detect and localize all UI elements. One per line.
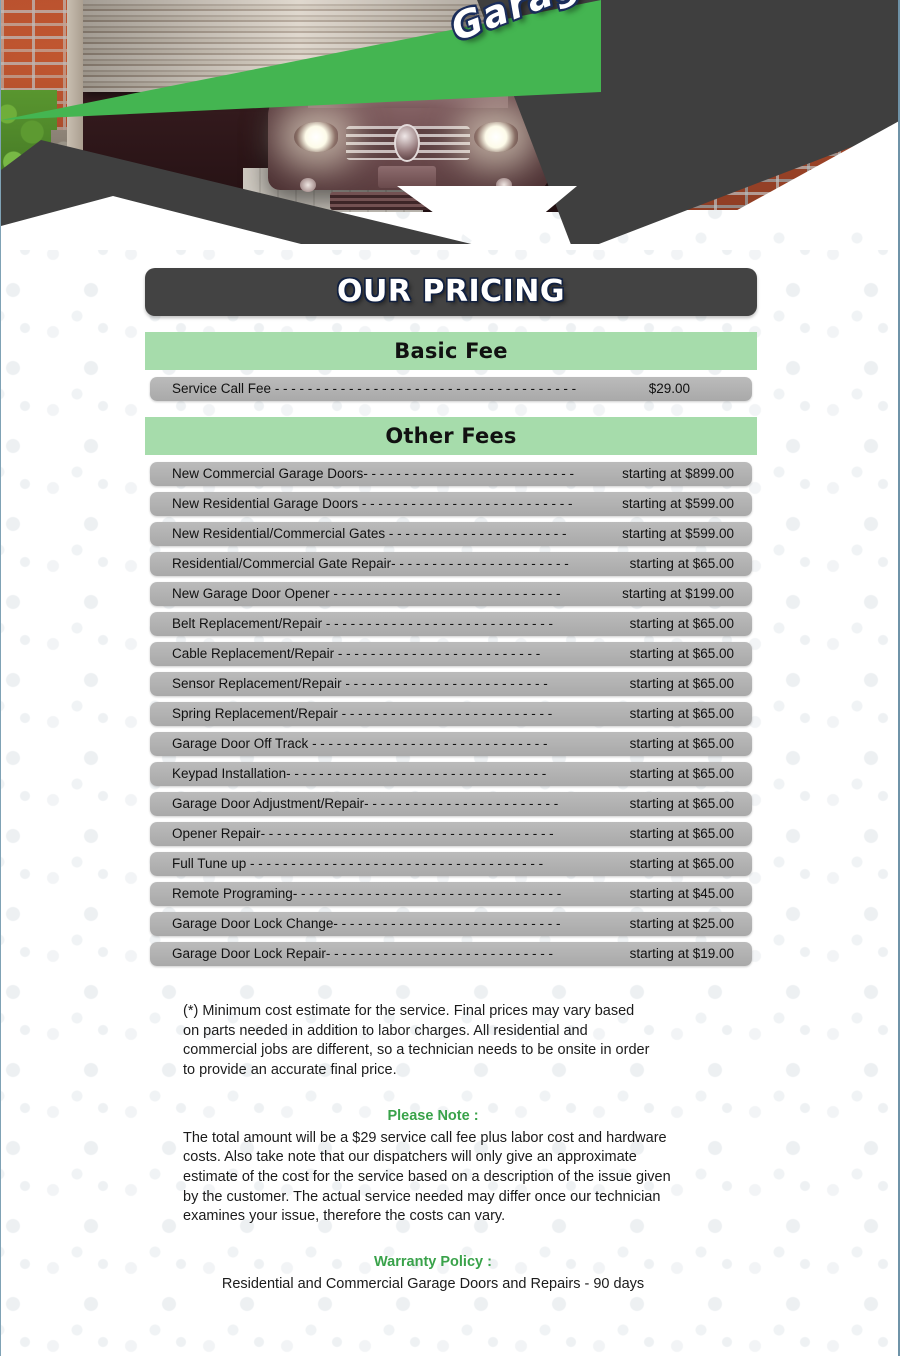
fee-price: $29.00: [648, 381, 690, 396]
fee-price: starting at $199.00: [622, 586, 734, 601]
hero-banner: Garage Door Service: [1, 0, 898, 250]
fee-label: Garage Door Adjustment/Repair- - - - - -…: [172, 796, 559, 811]
fee-row: Residential/Commercial Gate Repair- - - …: [150, 552, 752, 576]
fee-price: starting at $19.00: [629, 946, 734, 961]
headlight-left: [294, 122, 338, 152]
section-heading-basic-fee: Basic Fee: [145, 332, 757, 370]
fee-row: Garage Door Lock Change- - - - - - - - -…: [150, 912, 752, 936]
fee-row: New Garage Door Opener - - - - - - - - -…: [150, 582, 752, 606]
fee-label: Garage Door Lock Change- - - - - - - - -…: [172, 916, 561, 931]
fee-row: Service Call Fee - - - - - - - - - - - -…: [150, 377, 752, 401]
other-fees-list: New Commercial Garage Doors- - - - - - -…: [1, 462, 898, 966]
fee-price: starting at $65.00: [629, 676, 734, 691]
headlight-right: [474, 122, 518, 152]
license-plate: [378, 166, 436, 188]
fee-price: starting at $65.00: [629, 856, 734, 871]
fee-row: Sensor Replacement/Repair - - - - - - - …: [150, 672, 752, 696]
car-emblem: [394, 124, 420, 162]
fee-price: starting at $599.00: [622, 526, 734, 541]
fee-price: starting at $65.00: [629, 646, 734, 661]
fee-price: starting at $25.00: [629, 916, 734, 931]
fee-label: Cable Replacement/Repair - - - - - - - -…: [172, 646, 541, 661]
pricing-content: OUR PRICING Basic Fee Service Call Fee -…: [1, 250, 898, 1295]
fee-row: Belt Replacement/Repair - - - - - - - - …: [150, 612, 752, 636]
warranty-block: Warranty Policy : Residential and Commer…: [183, 1253, 683, 1294]
please-note-body: The total amount will be a $29 service c…: [183, 1129, 671, 1225]
fee-price: starting at $65.00: [629, 706, 734, 721]
fee-label: New Garage Door Opener - - - - - - - - -…: [172, 586, 561, 601]
fee-price: starting at $65.00: [629, 826, 734, 841]
fee-row: Cable Replacement/Repair - - - - - - - -…: [150, 642, 752, 666]
fee-row: New Commercial Garage Doors- - - - - - -…: [150, 462, 752, 486]
fee-row: Garage Door Lock Repair- - - - - - - - -…: [150, 942, 752, 966]
please-note-block: Please Note : The total amount will be a…: [183, 1107, 683, 1227]
fee-row: Keypad Installation- - - - - - - - - - -…: [150, 762, 752, 786]
fee-label: Full Tune up - - - - - - - - - - - - - -…: [172, 856, 544, 871]
fee-price: starting at $65.00: [629, 556, 734, 571]
fee-label: Residential/Commercial Gate Repair- - - …: [172, 556, 569, 571]
fee-row: Spring Replacement/Repair - - - - - - - …: [150, 702, 752, 726]
fee-label: Garage Door Lock Repair- - - - - - - - -…: [172, 946, 553, 961]
fee-label: Service Call Fee - - - - - - - - - - - -…: [172, 381, 577, 396]
fee-label: Garage Door Off Track - - - - - - - - - …: [172, 736, 548, 751]
fee-label: Belt Replacement/Repair - - - - - - - - …: [172, 616, 553, 631]
fee-row: Opener Repair- - - - - - - - - - - - - -…: [150, 822, 752, 846]
fee-label: Sensor Replacement/Repair - - - - - - - …: [172, 676, 548, 691]
fee-label: New Residential Garage Doors - - - - - -…: [172, 496, 573, 511]
fee-row: Full Tune up - - - - - - - - - - - - - -…: [150, 852, 752, 876]
fee-label: Keypad Installation- - - - - - - - - - -…: [172, 766, 547, 781]
fee-price: starting at $65.00: [629, 736, 734, 751]
fee-label: Opener Repair- - - - - - - - - - - - - -…: [172, 826, 554, 841]
notes-section: (*) Minimum cost estimate for the servic…: [183, 1002, 703, 1295]
warranty-body: Residential and Commercial Garage Doors …: [221, 1275, 645, 1292]
fee-price: starting at $599.00: [622, 496, 734, 511]
fee-row: Remote Programing- - - - - - - - - - - -…: [150, 882, 752, 906]
foglight-left: [300, 178, 316, 192]
section-heading-other-fees: Other Fees: [145, 417, 757, 455]
fee-price: starting at $65.00: [629, 766, 734, 781]
fee-price: starting at $65.00: [629, 796, 734, 811]
fee-label: Spring Replacement/Repair - - - - - - - …: [172, 706, 553, 721]
fee-row: New Residential/Commercial Gates - - - -…: [150, 522, 752, 546]
page-title: OUR PRICING: [145, 268, 757, 316]
please-note-title: Please Note :: [387, 1107, 479, 1124]
fee-label: New Residential/Commercial Gates - - - -…: [172, 526, 567, 541]
fee-label: Remote Programing- - - - - - - - - - - -…: [172, 886, 562, 901]
fee-price: starting at $899.00: [622, 466, 734, 481]
fee-row: New Residential Garage Doors - - - - - -…: [150, 492, 752, 516]
disclaimer-text: (*) Minimum cost estimate for the servic…: [183, 1003, 650, 1079]
warranty-title: Warranty Policy :: [374, 1254, 492, 1271]
fee-price: starting at $45.00: [629, 886, 734, 901]
fee-label: New Commercial Garage Doors- - - - - - -…: [172, 466, 574, 481]
fee-price: starting at $65.00: [629, 616, 734, 631]
basic-fee-list: Service Call Fee - - - - - - - - - - - -…: [1, 377, 898, 401]
fee-row: Garage Door Adjustment/Repair- - - - - -…: [150, 792, 752, 816]
fee-row: Garage Door Off Track - - - - - - - - - …: [150, 732, 752, 756]
